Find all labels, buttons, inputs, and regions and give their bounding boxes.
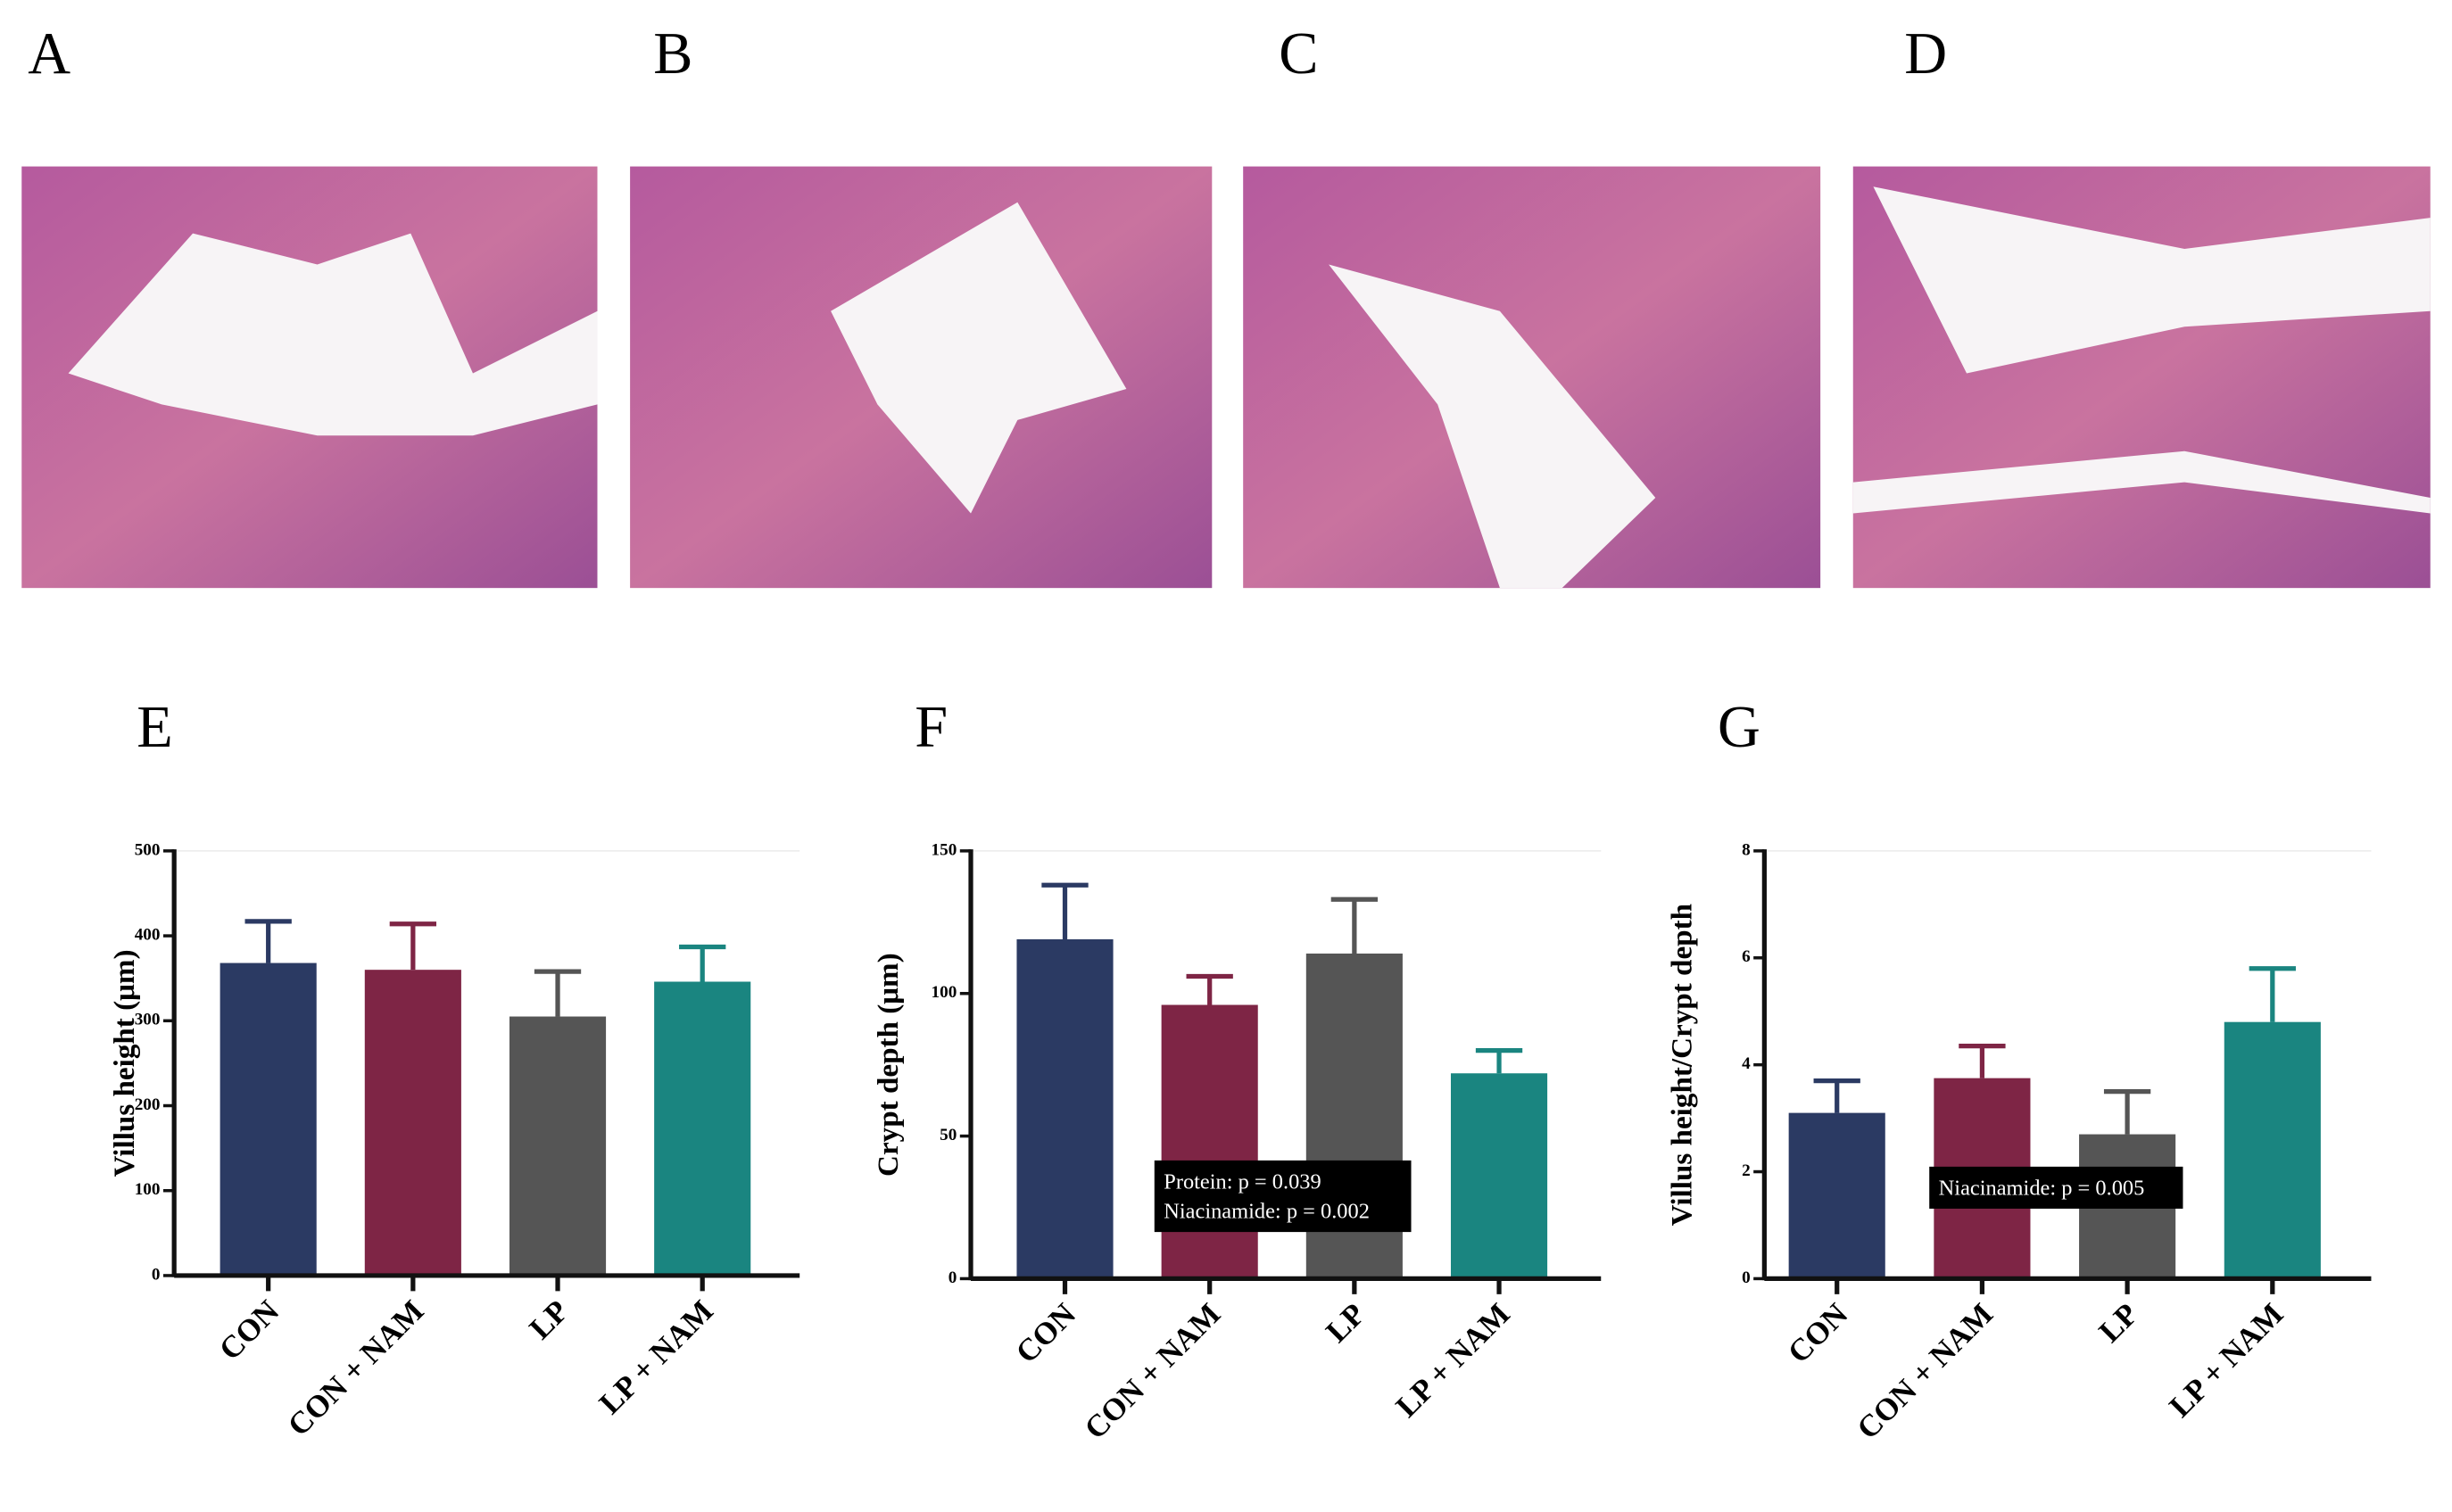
- y-axis-label: Crypt depth (μm): [872, 953, 905, 1177]
- bar: [2224, 1021, 2321, 1279]
- bar: [1016, 938, 1114, 1279]
- panel-label: C: [1279, 21, 1318, 87]
- lumen: [1852, 450, 2431, 514]
- y-tick-label: 0: [948, 1268, 957, 1287]
- x-tick-label: CON + NAM: [281, 1293, 431, 1443]
- bar: [1788, 1112, 1885, 1279]
- lumen: [1329, 264, 1656, 589]
- x-tick-label: LP: [523, 1293, 576, 1346]
- micrographs: [21, 166, 2431, 589]
- x-tick-label: LP + NAM: [592, 1293, 720, 1421]
- y-tick-label: 100: [932, 983, 957, 1002]
- y-tick-label: 50: [940, 1126, 957, 1144]
- bar: [220, 963, 317, 1276]
- y-tick-label: 2: [1742, 1161, 1751, 1180]
- lumen: [68, 233, 598, 436]
- x-tick-label: LP: [1319, 1296, 1371, 1349]
- lumen: [1873, 186, 2431, 374]
- y-tick-label: 4: [1742, 1054, 1751, 1073]
- bar: [654, 981, 751, 1276]
- y-axis-label: Villus height (μm): [108, 949, 141, 1177]
- y-tick-label: 0: [1742, 1268, 1751, 1287]
- error-bar: [2103, 1089, 2151, 1135]
- bar: [509, 1016, 607, 1276]
- y-tick-label: 400: [135, 925, 161, 944]
- y-tick-label: 300: [135, 1011, 161, 1029]
- bar: [364, 970, 461, 1276]
- x-tick-label: LP + NAM: [1389, 1296, 1517, 1424]
- error-bar: [1330, 896, 1379, 954]
- error-bar: [1813, 1078, 1860, 1113]
- panel-label: A: [28, 21, 70, 87]
- y-tick-label: 100: [135, 1180, 161, 1199]
- error-bar: [679, 944, 726, 982]
- x-tick-label: CON: [212, 1293, 286, 1367]
- x-tick-label: CON: [1781, 1296, 1854, 1369]
- x-tick-label: LP + NAM: [2162, 1296, 2290, 1424]
- annotation-box: [1929, 1166, 2183, 1209]
- y-tick-label: 6: [1742, 947, 1751, 966]
- error-bar: [389, 921, 437, 971]
- lumen: [831, 202, 1127, 514]
- annotation: Niacinamide: p = 0.005: [1939, 1176, 2145, 1200]
- annotation: Niacinamide: p = 0.002: [1164, 1199, 1370, 1223]
- error-bar: [1959, 1044, 2006, 1078]
- y-tick-label: 0: [152, 1265, 161, 1284]
- x-tick-label: CON + NAM: [1078, 1296, 1228, 1446]
- error-bar: [1475, 1048, 1523, 1074]
- error-bar: [2249, 966, 2296, 1022]
- error-bar: [1041, 882, 1089, 939]
- panel-label: F: [915, 695, 948, 760]
- annotation: Protein: p = 0.039: [1164, 1169, 1321, 1194]
- x-tick-label: CON: [1009, 1296, 1082, 1369]
- bar: [1161, 1004, 1258, 1279]
- error-bar: [244, 919, 292, 963]
- x-tick-label: CON + NAM: [1850, 1296, 2000, 1446]
- x-tick-label: LP: [2092, 1296, 2145, 1349]
- panel-label: B: [653, 21, 692, 87]
- y-tick-label: 150: [932, 840, 957, 859]
- panel-label: E: [137, 695, 172, 760]
- y-tick-label: 200: [135, 1095, 161, 1114]
- panel-label: D: [1904, 21, 1947, 87]
- bar: [1450, 1073, 1548, 1279]
- error-bar: [1186, 973, 1233, 1005]
- y-tick-label: 8: [1742, 840, 1751, 859]
- panel-label: G: [1718, 695, 1760, 760]
- error-bar: [534, 969, 582, 1017]
- y-tick-label: 500: [135, 840, 161, 859]
- y-axis-label: Villus height/Crypt depth: [1665, 904, 1698, 1226]
- annotation-box: [1154, 1160, 1412, 1233]
